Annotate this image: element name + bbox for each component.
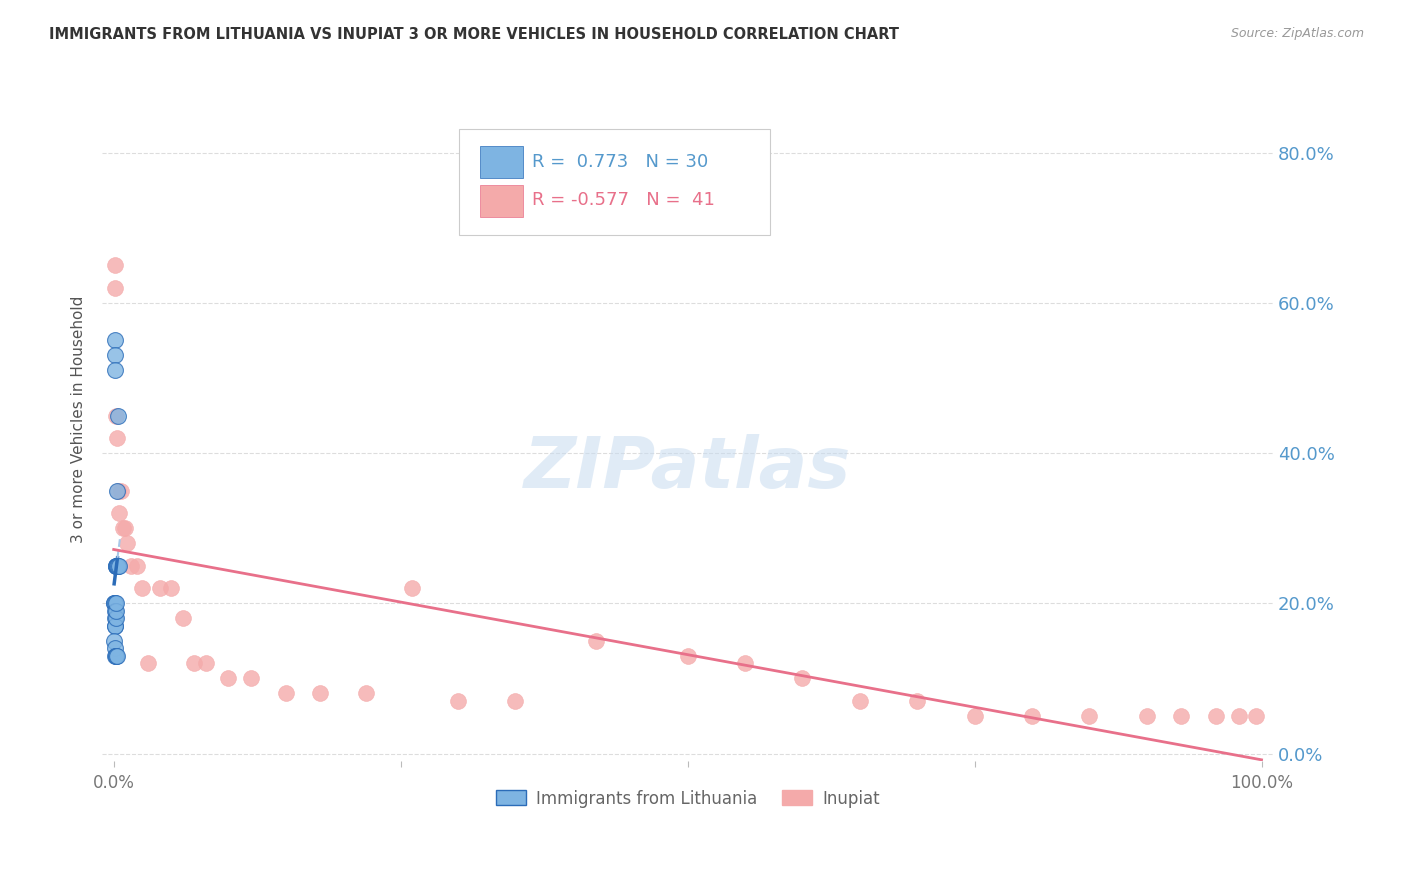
Point <box>105 558 128 573</box>
Point <box>104 604 127 618</box>
Point <box>160 582 183 596</box>
Text: IMMIGRANTS FROM LITHUANIA VS INUPIAT 3 OR MORE VEHICLES IN HOUSEHOLD CORRELATION: IMMIGRANTS FROM LITHUANIA VS INUPIAT 3 O… <box>49 27 900 42</box>
Point <box>309 686 332 700</box>
Point <box>104 641 127 656</box>
Point <box>104 281 127 295</box>
Point <box>149 582 172 596</box>
Point <box>105 558 128 573</box>
Point <box>104 604 127 618</box>
Point <box>110 483 132 498</box>
Point <box>104 363 127 377</box>
Point <box>792 672 814 686</box>
Point <box>505 694 527 708</box>
Point <box>104 611 127 625</box>
Point <box>105 648 128 663</box>
Point <box>105 558 128 573</box>
Point <box>104 619 127 633</box>
Point <box>354 686 377 700</box>
FancyBboxPatch shape <box>481 146 523 178</box>
Point <box>105 648 128 663</box>
Point <box>734 657 756 671</box>
Point <box>194 657 217 671</box>
Point <box>105 558 128 573</box>
Point <box>447 694 470 708</box>
Point <box>103 633 125 648</box>
Point <box>107 558 129 573</box>
Point <box>103 596 125 610</box>
Point <box>1078 709 1101 723</box>
Point <box>585 633 607 648</box>
Point <box>172 611 194 625</box>
Text: Source: ZipAtlas.com: Source: ZipAtlas.com <box>1230 27 1364 40</box>
Point <box>963 709 986 723</box>
Point <box>676 648 699 663</box>
Point <box>104 258 127 272</box>
FancyBboxPatch shape <box>460 128 769 235</box>
Point <box>117 536 139 550</box>
Point <box>108 506 131 520</box>
Point <box>105 648 128 663</box>
Point <box>274 686 297 700</box>
Point <box>104 611 127 625</box>
Point <box>183 657 205 671</box>
Legend: Immigrants from Lithuania, Inupiat: Immigrants from Lithuania, Inupiat <box>489 783 886 814</box>
Point <box>105 431 128 445</box>
Point <box>1244 709 1267 723</box>
Point <box>1021 709 1043 723</box>
Point <box>401 582 423 596</box>
Point <box>136 657 159 671</box>
Text: R =  0.773   N = 30: R = 0.773 N = 30 <box>531 153 709 170</box>
Point <box>105 483 128 498</box>
Point <box>104 596 127 610</box>
Point <box>1227 709 1250 723</box>
Point <box>120 558 142 573</box>
Point <box>905 694 928 708</box>
Point <box>104 596 127 610</box>
Point <box>108 558 131 573</box>
Point <box>104 334 127 348</box>
Point <box>111 521 134 535</box>
Point <box>103 596 125 610</box>
Point <box>1205 709 1227 723</box>
Point <box>849 694 872 708</box>
Point <box>104 558 127 573</box>
Point <box>104 619 127 633</box>
Point <box>125 558 148 573</box>
Point <box>104 558 127 573</box>
Text: ZIPatlas: ZIPatlas <box>524 434 851 502</box>
Point <box>131 582 153 596</box>
Point <box>107 409 129 423</box>
Point <box>107 483 129 498</box>
Point <box>1136 709 1159 723</box>
Point <box>240 672 263 686</box>
Y-axis label: 3 or more Vehicles in Household: 3 or more Vehicles in Household <box>72 295 86 543</box>
Point <box>114 521 136 535</box>
FancyBboxPatch shape <box>481 186 523 217</box>
Point <box>104 348 127 362</box>
Point <box>218 672 240 686</box>
Point <box>107 558 129 573</box>
Point <box>1170 709 1192 723</box>
Text: R = -0.577   N =  41: R = -0.577 N = 41 <box>531 192 714 210</box>
Point <box>104 648 127 663</box>
Point <box>104 409 127 423</box>
